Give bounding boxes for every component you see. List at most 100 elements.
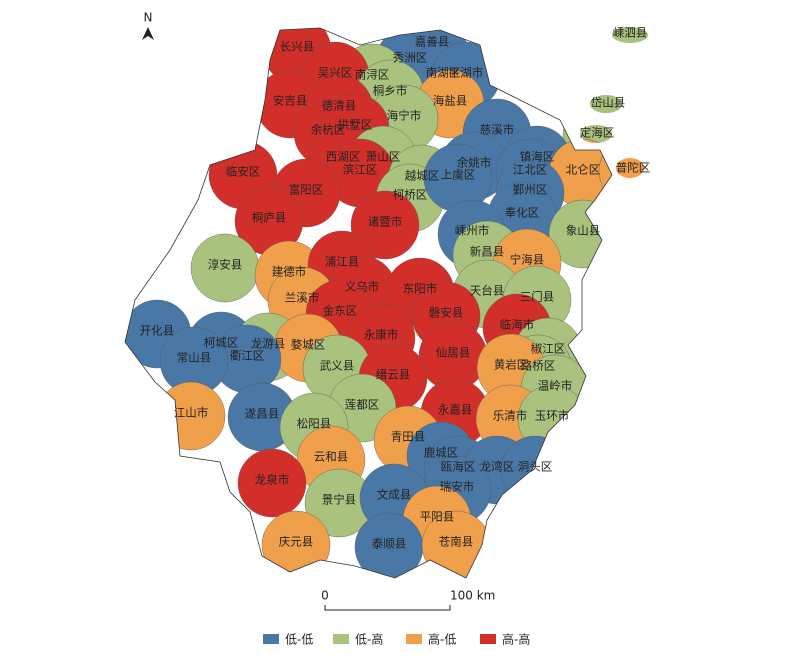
region-label: 温岭市 [538,379,573,393]
region-label: 江北区 [513,163,548,177]
region-label: 新昌县 [470,245,505,259]
region [237,448,307,518]
region-label: 普陀区 [616,161,651,175]
province-outline [124,27,613,579]
region-label: 吴兴区 [318,66,353,80]
region-label: 金东区 [323,304,358,318]
region-label: 磐安县 [429,306,464,320]
region-label: 富阳区 [289,183,324,197]
region-label: 海宁市 [387,109,422,123]
region-label: 定海区 [580,126,615,140]
region-label: 莲都区 [345,398,380,412]
region-label: 龙游县 [251,337,286,351]
region-label: 秀洲区 [393,51,428,65]
region-label: 象山县 [566,224,601,238]
region-label: 洞头区 [518,460,553,474]
region-label: 北仑区 [566,163,601,177]
region-label: 乐清市 [493,409,528,423]
region-label: 建德市 [272,265,307,279]
scale-start: 0 [321,589,329,603]
region-label: 常山县 [177,351,212,365]
region-label: 嘉善县 [415,35,450,49]
region-label: 开化县 [140,324,175,338]
region-label: 文成县 [377,488,412,502]
north-arrow-shape [142,27,154,40]
region-label: 安吉县 [273,94,308,108]
region-label: 桐乡市 [373,84,408,98]
region-label: 奉化区 [505,206,540,220]
region-label: 长兴县 [280,40,315,54]
region-label: 永康市 [364,328,399,342]
region-label: 上虞区 [441,168,476,182]
region-label: 江山市 [174,406,209,420]
region-label: 云和县 [314,450,349,464]
region-label: 椒江区 [531,342,566,356]
region-label: 镇海区 [520,150,555,164]
region-label: 余姚市 [457,156,492,170]
region-label: 慈溪市 [480,123,515,137]
region-label: 庆元县 [279,535,314,549]
region-label: 缙云县 [376,368,411,382]
region-label: 平阳县 [420,510,455,524]
region-label: 苍南县 [439,535,474,549]
region-label: 临安区 [226,165,261,179]
scale-end: 100 km [450,589,495,603]
region-label: 海盐县 [433,94,468,108]
region-label: 诸暨市 [368,215,403,229]
north-arrow: N [142,11,154,40]
region-label: 平湖市 [449,66,484,80]
region-label: 拱墅区 [338,118,373,132]
region-label: 鄞州区 [513,183,548,197]
region-label: 衢江区 [230,349,265,363]
region-label: 嵊州市 [455,224,490,238]
region-label: 浦江县 [325,255,360,269]
region [350,190,420,260]
region-label: 遂昌县 [245,407,280,421]
legend-label: 低-高 [355,632,383,647]
region-label: 仙居县 [436,346,471,360]
region-label: 萧山区 [366,150,401,164]
region-label: 玉环市 [535,409,570,423]
region-label: 瓯海区 [441,460,476,474]
region-label: 黄岩区 [494,358,529,372]
legend-label: 低-低 [285,633,313,647]
region-label: 南浔区 [355,68,390,82]
region-label: 景宁县 [322,493,357,507]
region-label: 余杭区 [311,123,346,137]
region-label: 鹿城区 [424,446,459,460]
region-label: 武义县 [320,359,355,373]
region-label: 泰顺县 [372,537,407,551]
region-label: 天台县 [470,284,505,298]
region-label: 龙湾区 [480,460,515,474]
region-label: 柯城区 [204,336,239,350]
region-label: 东阳市 [403,282,438,296]
legend-swatch [406,634,422,644]
region-label: 桐庐县 [252,211,287,225]
legend-label: 高-高 [502,632,530,647]
region-label: 路桥区 [521,359,556,373]
legend-swatch [480,634,496,644]
region-label: 滨江区 [343,163,378,177]
north-label: N [144,11,153,25]
region-label: 岱山县 [591,96,626,110]
region-label: 青田县 [391,430,426,444]
legend-swatch [263,634,279,644]
region-label: 西湖区 [326,150,361,164]
region-label: 嵊泗县 [613,26,648,40]
region [261,510,331,578]
region-label: 瑞安市 [440,480,475,494]
region-label: 义乌市 [345,280,380,294]
region-label: 永嘉县 [438,403,473,417]
legend: 低-低 低-高 高-低 高-高 [263,632,530,647]
region-label: 三门县 [520,290,555,304]
region-label: 德清县 [322,99,357,113]
region-label: 龙泉市 [255,473,290,487]
region-label: 南湖区 [426,66,461,80]
region-label: 柯桥区 [393,188,428,202]
region-label: 临海市 [500,318,535,332]
region-label: 兰溪市 [285,291,320,305]
region-label: 宁海县 [510,253,545,267]
legend-swatch [333,634,349,644]
